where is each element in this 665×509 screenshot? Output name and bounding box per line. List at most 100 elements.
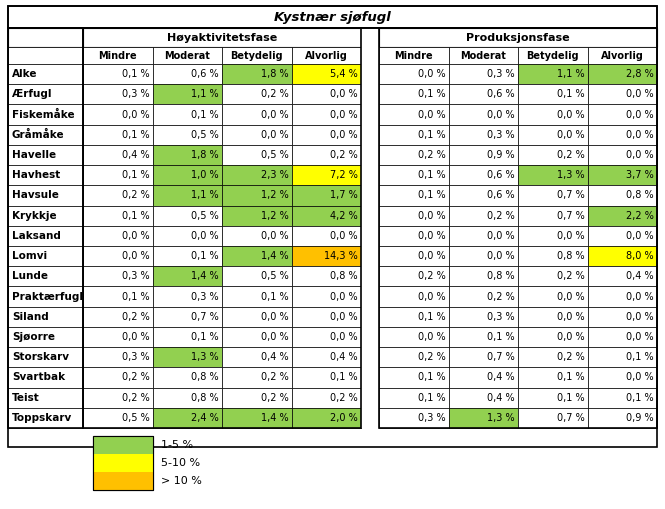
Text: 0,1 %: 0,1 % <box>418 90 446 99</box>
Bar <box>518 306 587 327</box>
Bar <box>8 387 83 408</box>
Bar <box>152 367 222 387</box>
Bar <box>291 125 361 145</box>
Bar <box>83 84 152 104</box>
Text: Toppskarv: Toppskarv <box>12 413 72 423</box>
Text: Mindre: Mindre <box>394 50 433 61</box>
Text: 0,0 %: 0,0 % <box>487 251 515 261</box>
Bar <box>448 287 518 306</box>
Text: 0,2 %: 0,2 % <box>557 271 585 281</box>
Bar <box>83 125 152 145</box>
Bar <box>379 266 448 287</box>
Bar <box>448 47 518 64</box>
Text: 0,2 %: 0,2 % <box>418 271 446 281</box>
Text: 0,0 %: 0,0 % <box>331 90 358 99</box>
Text: 0,1 %: 0,1 % <box>418 190 446 201</box>
Bar <box>83 165 152 185</box>
Bar <box>448 185 518 206</box>
Bar <box>8 6 657 28</box>
Bar <box>83 306 152 327</box>
Bar <box>152 125 222 145</box>
Text: 0,1 %: 0,1 % <box>122 211 150 221</box>
Text: 0,5 %: 0,5 % <box>192 211 219 221</box>
Text: 0,1 %: 0,1 % <box>557 373 585 382</box>
Text: 0,7 %: 0,7 % <box>557 190 585 201</box>
Text: 0,1 %: 0,1 % <box>122 170 150 180</box>
Bar <box>587 306 657 327</box>
Text: 5-10 %: 5-10 % <box>161 458 200 468</box>
Text: 0,7 %: 0,7 % <box>557 413 585 423</box>
Text: 0,5 %: 0,5 % <box>192 130 219 140</box>
Text: 0,0 %: 0,0 % <box>626 312 654 322</box>
Text: 0,0 %: 0,0 % <box>626 292 654 301</box>
Bar <box>152 84 222 104</box>
Text: 0,1 %: 0,1 % <box>418 392 446 403</box>
Text: 2,8 %: 2,8 % <box>626 69 654 79</box>
Text: 3,7 %: 3,7 % <box>626 170 654 180</box>
Bar <box>448 165 518 185</box>
Bar <box>448 84 518 104</box>
Bar <box>361 226 379 246</box>
Text: 0,0 %: 0,0 % <box>331 292 358 301</box>
Bar <box>83 145 152 165</box>
Bar <box>222 266 291 287</box>
Text: 0,2 %: 0,2 % <box>122 373 150 382</box>
Bar <box>152 327 222 347</box>
Text: 0,1 %: 0,1 % <box>418 170 446 180</box>
Bar <box>518 387 587 408</box>
Bar <box>222 287 291 306</box>
Text: 1,1 %: 1,1 % <box>192 90 219 99</box>
Bar <box>379 408 448 428</box>
Text: 0,9 %: 0,9 % <box>626 413 654 423</box>
Bar <box>587 266 657 287</box>
Text: Ærfugl: Ærfugl <box>12 90 51 99</box>
Text: 0,2 %: 0,2 % <box>557 352 585 362</box>
Bar <box>448 206 518 226</box>
Bar <box>222 367 291 387</box>
Text: 0,0 %: 0,0 % <box>418 69 446 79</box>
Bar <box>222 347 291 367</box>
Bar <box>361 145 379 165</box>
Bar <box>152 145 222 165</box>
Text: 0,8 %: 0,8 % <box>487 271 515 281</box>
Text: 0,0 %: 0,0 % <box>418 292 446 301</box>
Text: Siland: Siland <box>12 312 49 322</box>
Bar <box>448 125 518 145</box>
Bar <box>379 125 448 145</box>
Bar <box>83 246 152 266</box>
Bar <box>448 347 518 367</box>
Bar <box>83 185 152 206</box>
Text: 0,0 %: 0,0 % <box>418 109 446 120</box>
Bar <box>448 306 518 327</box>
Bar <box>291 64 361 84</box>
Text: 0,2 %: 0,2 % <box>122 312 150 322</box>
Bar <box>518 367 587 387</box>
Text: 14,3 %: 14,3 % <box>325 251 358 261</box>
Text: 0,0 %: 0,0 % <box>331 231 358 241</box>
Text: 0,2 %: 0,2 % <box>261 373 289 382</box>
Bar <box>8 28 83 428</box>
Bar <box>448 408 518 428</box>
Text: 0,0 %: 0,0 % <box>261 109 289 120</box>
Bar <box>83 347 152 367</box>
Text: 0,0 %: 0,0 % <box>331 130 358 140</box>
Bar <box>379 145 448 165</box>
Bar <box>448 246 518 266</box>
Text: 0,0 %: 0,0 % <box>626 109 654 120</box>
Bar <box>291 246 361 266</box>
Bar <box>379 287 448 306</box>
Text: Sjøorre: Sjøorre <box>12 332 55 342</box>
Text: 0,0 %: 0,0 % <box>557 231 585 241</box>
Bar <box>379 206 448 226</box>
Text: 0,1 %: 0,1 % <box>122 130 150 140</box>
Text: Praktærfugl: Praktærfugl <box>12 292 83 301</box>
Text: 0,2 %: 0,2 % <box>418 352 446 362</box>
Bar <box>361 84 379 104</box>
Text: 0,8 %: 0,8 % <box>192 392 219 403</box>
Text: 0,0 %: 0,0 % <box>418 251 446 261</box>
Text: 7,2 %: 7,2 % <box>330 170 358 180</box>
Bar <box>222 306 291 327</box>
Text: 0,3 %: 0,3 % <box>122 271 150 281</box>
Text: 0,0 %: 0,0 % <box>626 150 654 160</box>
Bar <box>291 185 361 206</box>
